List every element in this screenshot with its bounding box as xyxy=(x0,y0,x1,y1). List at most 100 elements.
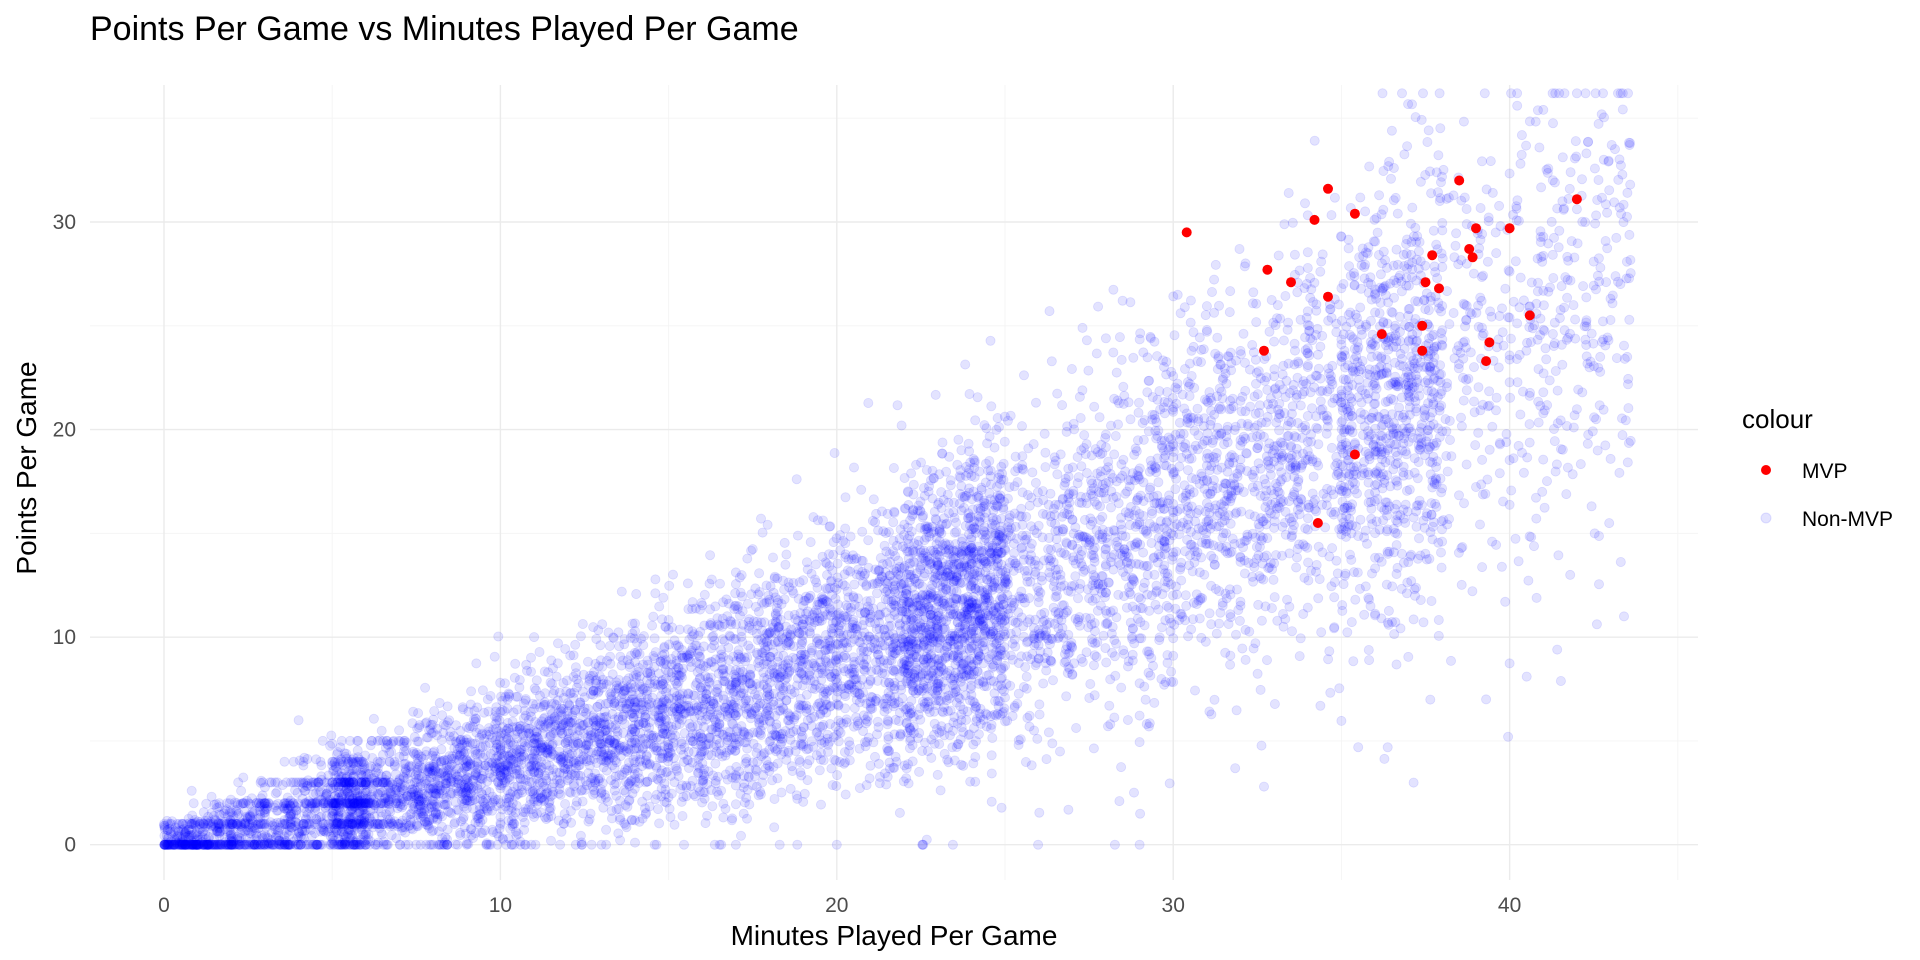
non-mvp-point xyxy=(1296,634,1305,643)
non-mvp-point xyxy=(1459,396,1468,405)
non-mvp-point xyxy=(189,799,198,808)
non-mvp-point xyxy=(494,632,503,641)
non-mvp-point xyxy=(1186,318,1195,327)
non-mvp-point xyxy=(1303,263,1312,272)
non-mvp-point xyxy=(705,579,714,588)
non-mvp-point xyxy=(1468,587,1477,596)
non-mvp-point xyxy=(1516,159,1525,168)
non-mvp-point xyxy=(1338,416,1347,425)
non-mvp-point xyxy=(616,836,625,845)
non-mvp-point xyxy=(703,811,712,820)
non-mvp-point xyxy=(1504,732,1513,741)
non-mvp-point xyxy=(490,652,499,661)
non-mvp-point xyxy=(1102,658,1111,667)
non-mvp-point xyxy=(1477,157,1486,166)
non-mvp-point xyxy=(895,808,904,817)
non-mvp-point xyxy=(1474,428,1483,437)
non-mvp-point xyxy=(483,695,492,704)
non-mvp-point xyxy=(1212,629,1221,638)
non-mvp-point xyxy=(1590,529,1599,538)
non-mvp-point xyxy=(1316,267,1325,276)
non-mvp-point xyxy=(1254,600,1263,609)
non-mvp-point xyxy=(1539,455,1548,464)
non-mvp-point xyxy=(1587,502,1596,511)
non-mvp-point xyxy=(1330,578,1339,587)
non-mvp-point xyxy=(1591,219,1600,228)
non-mvp-point xyxy=(1048,739,1057,748)
non-mvp-point xyxy=(1452,229,1461,238)
non-mvp-point xyxy=(1610,198,1619,207)
non-mvp-point xyxy=(576,831,585,840)
non-mvp-point xyxy=(1338,601,1347,610)
non-mvp-point xyxy=(1582,293,1591,302)
non-mvp-point xyxy=(1109,348,1118,357)
non-mvp-point xyxy=(1240,358,1249,367)
non-mvp-point xyxy=(780,538,789,547)
non-mvp-point xyxy=(1205,609,1214,618)
non-mvp-point xyxy=(870,752,879,761)
non-mvp-point xyxy=(1041,463,1050,472)
non-mvp-point xyxy=(1525,438,1534,447)
non-mvp-point xyxy=(377,726,386,735)
non-mvp-point xyxy=(1283,325,1292,334)
non-mvp-point xyxy=(749,739,758,748)
non-mvp-point xyxy=(632,589,641,598)
non-mvp-point xyxy=(857,485,866,494)
non-mvp-point xyxy=(1441,415,1450,424)
non-mvp-point xyxy=(1112,368,1121,377)
non-mvp-point xyxy=(1101,334,1110,343)
non-mvp-point xyxy=(1044,728,1053,737)
non-mvp-point xyxy=(1554,551,1563,560)
non-mvp-point xyxy=(1053,470,1062,479)
non-mvp-point xyxy=(1145,650,1154,659)
non-mvp-point xyxy=(864,536,873,545)
non-mvp-point xyxy=(1314,594,1323,603)
non-mvp-point xyxy=(1253,669,1262,678)
non-mvp-point xyxy=(556,840,565,849)
non-mvp-point xyxy=(914,536,923,545)
non-mvp-point xyxy=(1360,610,1369,619)
non-mvp-point xyxy=(954,435,963,444)
non-mvp-point xyxy=(707,644,716,653)
non-mvp-point xyxy=(1583,138,1592,147)
non-mvp-point xyxy=(1532,593,1541,602)
non-mvp-point xyxy=(1232,706,1241,715)
non-mvp-point xyxy=(1507,486,1516,495)
non-mvp-point xyxy=(1594,580,1603,589)
non-mvp-point xyxy=(1402,264,1411,273)
non-mvp-point xyxy=(1135,840,1144,849)
non-mvp-point xyxy=(985,432,994,441)
non-mvp-point xyxy=(1064,805,1073,814)
non-mvp-point xyxy=(569,651,578,660)
non-mvp-point xyxy=(1134,408,1143,417)
non-mvp-point xyxy=(1478,455,1487,464)
non-mvp-point xyxy=(1328,544,1337,553)
non-mvp-point xyxy=(915,767,924,776)
non-mvp-point xyxy=(1550,437,1559,446)
non-mvp-point xyxy=(740,798,749,807)
non-mvp-point xyxy=(1126,415,1135,424)
non-mvp-point xyxy=(1517,448,1526,457)
non-mvp-point xyxy=(1618,431,1627,440)
non-mvp-point xyxy=(1344,244,1353,253)
non-mvp-point xyxy=(1327,443,1336,452)
non-mvp-point xyxy=(875,779,884,788)
non-mvp-point xyxy=(1501,597,1510,606)
non-mvp-point xyxy=(1193,404,1202,413)
non-mvp-point xyxy=(748,545,757,554)
non-mvp-point xyxy=(1475,520,1484,529)
non-mvp-point xyxy=(650,634,659,643)
non-mvp-point xyxy=(832,781,841,790)
non-mvp-point xyxy=(1239,329,1248,338)
non-mvp-point xyxy=(1270,337,1279,346)
non-mvp-point xyxy=(1512,216,1521,225)
non-mvp-point xyxy=(1117,355,1126,364)
non-mvp-point xyxy=(782,550,791,559)
non-mvp-point xyxy=(844,746,853,755)
non-mvp-point xyxy=(1611,272,1620,281)
non-mvp-point xyxy=(648,621,657,630)
non-mvp-point xyxy=(478,686,487,695)
non-mvp-point xyxy=(627,815,636,824)
non-mvp-point xyxy=(1316,397,1325,406)
